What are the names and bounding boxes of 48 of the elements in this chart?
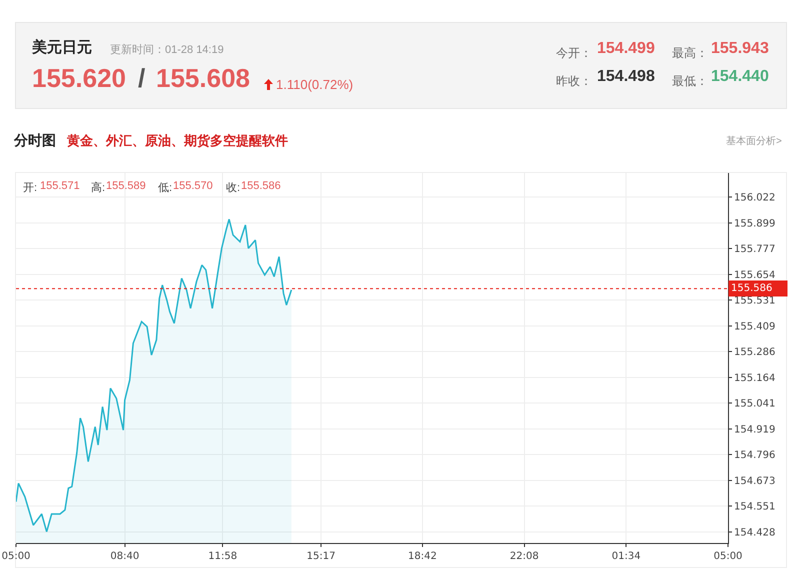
annotation: 155.589 [106,180,146,192]
x-tick-label: 18:42 [408,551,437,562]
chart-title: 美元日元 [32,38,92,57]
y-tick-label: 154.796 [734,450,776,462]
text: / [138,63,146,94]
text: 昨收： [556,73,592,90]
text: 最低： [672,73,708,90]
text: 分时图 [14,132,56,150]
y-tick-label: 155.041 [734,398,776,410]
text: 最高： [672,45,708,62]
y-tick-label: 156.022 [734,192,776,204]
text: 155.943 [711,40,769,58]
y-tick-label: 154.428 [734,528,776,539]
y-tick-label: 154.673 [734,476,776,488]
y-tick-label: 155.777 [734,244,776,255]
annotation: 155.571 [40,180,80,192]
x-tick-label: 05:00 [714,551,742,562]
chart-subtitle: 更新时间：01-28 14:19 [110,42,224,57]
ref-line-label: 155.586 [731,283,772,294]
annotation: 155.586 [241,180,281,192]
x-tick-label: 05:00 [2,551,30,562]
y-tick-label: 155.899 [734,218,776,230]
text: 今开： [556,45,592,62]
x-tick-label: 15:17 [306,551,336,562]
y-tick-label: 155.286 [734,347,776,358]
y-tick-label: 155.409 [734,321,776,332]
text: 基本面分析> [726,134,782,148]
annotation: 155.570 [173,180,213,192]
y-tick-label: 155.531 [734,296,776,307]
annotation: 开: [23,181,38,195]
text: 155.608 [156,63,250,94]
annotation: 低: [158,181,172,195]
text: 154.498 [597,68,655,86]
text: 黄金、外汇、原油、期货多空提醒软件 [67,132,288,150]
text: 155.620 [32,63,126,94]
x-tick-label: 11:58 [208,551,238,562]
y-tick-label: 155.654 [734,270,776,281]
text: 154.440 [711,68,769,86]
annotation: 收: [226,181,240,195]
text: 1.110(0.72%) [276,77,354,92]
y-tick-label: 154.551 [734,502,776,513]
x-tick-label: 01:34 [612,551,641,562]
y-tick-label: 155.164 [734,372,776,384]
x-tick-label: 22:08 [510,551,539,562]
text: 154.499 [597,40,655,58]
y-tick-label: 154.919 [734,424,776,436]
x-tick-label: 08:40 [110,551,140,562]
annotation: 高: [91,180,106,195]
